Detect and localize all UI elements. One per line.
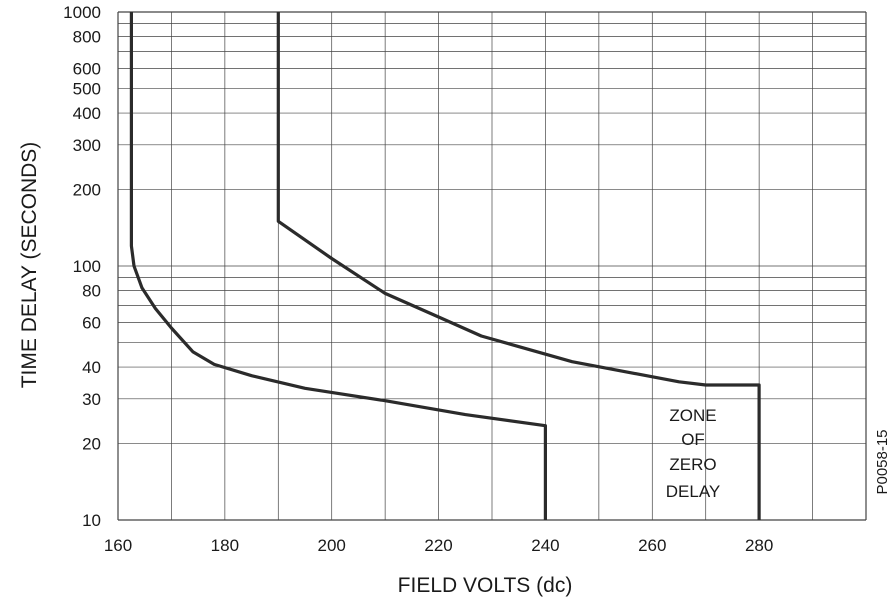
grid (117, 11, 867, 521)
y-tick-label: 60 (82, 313, 101, 332)
figure-id: P0058-15 (874, 429, 891, 494)
y-tick-label: 20 (82, 435, 101, 454)
y-tick-label: 40 (82, 358, 101, 377)
annotation-line: ZONE (669, 406, 716, 425)
y-tick-label: 10 (82, 511, 101, 530)
x-tick-label: 160 (104, 536, 132, 555)
annotation-line: ZERO (669, 455, 716, 474)
annotation-line: DELAY (666, 482, 721, 501)
x-tick-label: 220 (424, 536, 452, 555)
y-tick-label: 200 (73, 181, 101, 200)
curves (129, 12, 761, 520)
y-tick-label: 800 (73, 28, 101, 47)
x-tick-label: 180 (211, 536, 239, 555)
x-axis-label: FIELD VOLTS (dc) (398, 574, 573, 597)
x-tick-label: 240 (531, 536, 559, 555)
x-tick-labels: 160 180 200 220 240 260 280 (104, 536, 774, 555)
annotation-line: OF (681, 430, 705, 449)
x-tick-label: 200 (318, 536, 346, 555)
delay-curve-1 (129, 12, 548, 520)
x-tick-label: 280 (745, 536, 773, 555)
y-tick-label: 400 (73, 104, 101, 123)
y-tick-label: 100 (73, 257, 101, 276)
y-tick-label: 1000 (63, 3, 101, 22)
zone-of-zero-delay-annotation: ZONE OF ZERO DELAY (666, 406, 721, 501)
y-axis-label: TIME DELAY (SECONDS) (18, 142, 41, 389)
y-tick-label: 500 (73, 79, 101, 98)
y-tick-label: 600 (73, 59, 101, 78)
delay-curve-2 (276, 12, 761, 520)
x-tick-label: 260 (638, 536, 666, 555)
y-tick-label: 80 (82, 282, 101, 301)
y-tick-label: 300 (73, 136, 101, 155)
y-tick-label: 30 (82, 390, 101, 409)
